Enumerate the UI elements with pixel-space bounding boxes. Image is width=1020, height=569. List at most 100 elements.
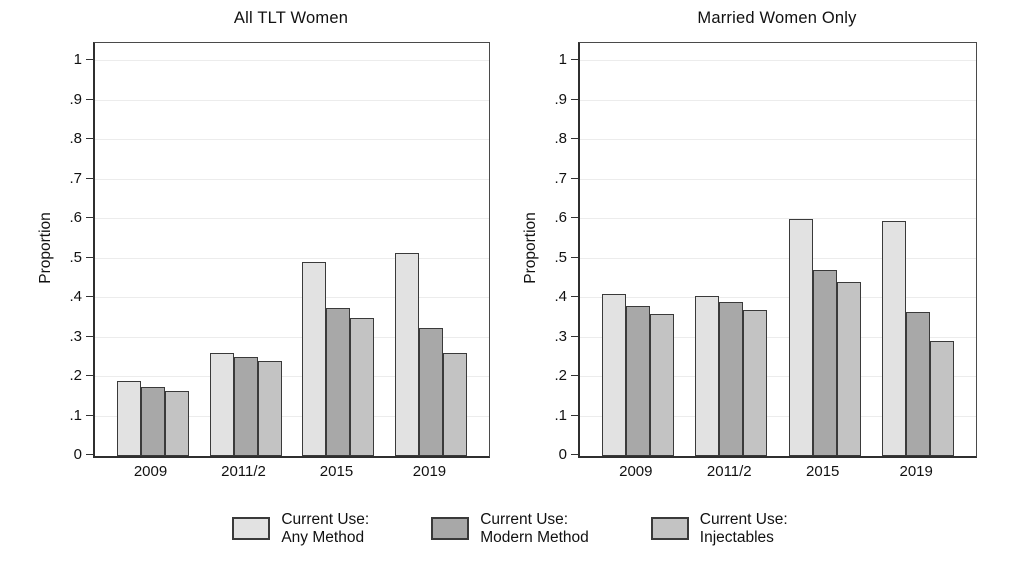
y-axis-tick-label: .5 <box>69 248 82 266</box>
gridline <box>95 178 489 180</box>
bar-modern-method <box>326 307 351 456</box>
bar-injectables <box>443 353 468 456</box>
gridline <box>580 60 976 61</box>
x-axis-tick-label: 2009 <box>133 463 168 480</box>
gridline <box>580 218 976 219</box>
y-axis-tick-label: .8 <box>69 130 82 147</box>
bar-any-method <box>395 252 420 456</box>
bar-any-method <box>302 262 327 456</box>
x-axis-tick-label: 2015 <box>319 463 354 480</box>
y-axis-tick-label: .9 <box>69 90 82 108</box>
y-axis-tick-label: .7 <box>69 169 82 187</box>
gridline <box>95 376 489 377</box>
legend-swatch-any-method <box>232 517 271 540</box>
y-axis-tick-label: .7 <box>554 169 567 187</box>
gridline <box>95 218 489 219</box>
legend-label-modern-method: Current Use: Modern Method <box>480 511 589 546</box>
y-axis-tick <box>571 177 578 179</box>
y-axis-tick <box>571 335 578 337</box>
gridline <box>95 139 489 140</box>
y-axis-tick <box>86 335 93 337</box>
y-axis-tick <box>571 138 578 139</box>
y-axis-tick <box>86 454 93 455</box>
plot-area-left <box>93 42 490 458</box>
y-axis-tick-label: .8 <box>554 130 567 147</box>
gridline <box>95 415 489 417</box>
x-axis-tick-label: 2011/2 <box>706 463 752 480</box>
gridline <box>580 257 976 259</box>
legend-label-injectables: Current Use: Injectables <box>699 511 788 546</box>
y-axis-tick-label: .3 <box>69 327 82 345</box>
bar-injectables <box>930 341 955 456</box>
gridline <box>580 297 976 298</box>
bar-any-method <box>882 220 907 456</box>
bar-modern-method <box>233 357 258 456</box>
gridline <box>95 336 489 338</box>
bar-injectables <box>350 317 375 456</box>
y-axis-tick <box>571 414 578 416</box>
bar-injectables <box>836 282 861 456</box>
x-axis-tick-label: 2019 <box>899 463 933 480</box>
gridline <box>580 99 976 101</box>
gridline <box>95 257 489 259</box>
y-axis-tick <box>571 454 578 455</box>
gridline <box>580 178 976 180</box>
y-axis-tick <box>571 256 578 258</box>
y-axis-tick-label: .6 <box>69 209 82 226</box>
bar-modern-method <box>419 327 444 456</box>
gridline <box>580 336 976 338</box>
gridline <box>580 139 976 140</box>
y-axis-tick <box>571 217 578 218</box>
bar-injectables <box>743 309 768 456</box>
bar-modern-method <box>719 301 744 456</box>
panel-title-left: All TLT Women <box>233 9 349 27</box>
y-axis-tick <box>86 138 93 139</box>
y-axis-tick <box>571 98 578 100</box>
bar-any-method <box>695 296 720 456</box>
x-axis-tick-label: 2019 <box>412 463 447 480</box>
bar-modern-method <box>140 386 165 456</box>
legend-item-any-method: Current Use: Any Method <box>232 511 369 546</box>
y-axis-tick <box>571 59 578 60</box>
y-axis-tick-label: .1 <box>69 406 82 424</box>
x-axis-tick-label: 2015 <box>806 463 840 480</box>
x-axis-tick-label: 2011/2 <box>221 463 266 480</box>
gridline <box>95 99 489 101</box>
gridline <box>580 376 976 377</box>
bar-injectables <box>649 313 674 456</box>
legend-swatch-modern-method <box>431 517 470 540</box>
bar-any-method <box>209 353 234 456</box>
y-axis-tick <box>86 296 93 297</box>
y-axis-tick-label: .1 <box>554 406 567 424</box>
y-axis-tick-label: .6 <box>554 209 567 226</box>
y-axis-tick <box>86 59 93 60</box>
y-axis-tick <box>571 296 578 297</box>
panel-title-right: Married Women Only <box>697 9 857 27</box>
y-axis-tick <box>86 217 93 218</box>
legend-item-modern-method: Current Use: Modern Method <box>431 511 589 546</box>
y-axis-tick-label: .4 <box>554 288 567 305</box>
bar-any-method <box>116 380 141 456</box>
legend-swatch-injectables <box>650 517 689 540</box>
legend-item-injectables: Current Use: Injectables <box>650 511 788 546</box>
y-axis-tick-label: .2 <box>69 367 82 384</box>
bar-modern-method <box>625 305 650 456</box>
plot-area-right <box>578 42 977 458</box>
bar-modern-method <box>812 270 837 456</box>
y-axis-tick-label: .2 <box>554 367 567 384</box>
y-axis-tick <box>86 177 93 179</box>
y-axis-tick-label: 0 <box>558 446 567 463</box>
legend: Current Use: Any Method Current Use: Mode… <box>0 511 1020 546</box>
bar-any-method <box>601 294 626 456</box>
y-axis-tick-label: 1 <box>558 51 567 68</box>
y-axis-tick <box>86 375 93 376</box>
gridline <box>95 60 489 61</box>
legend-label-any-method: Current Use: Any Method <box>281 511 370 546</box>
y-axis-tick <box>571 375 578 376</box>
y-axis-tick-label: .5 <box>554 248 567 266</box>
y-axis-tick-label: .4 <box>69 288 82 305</box>
y-axis-tick <box>86 256 93 258</box>
gridline <box>580 415 976 417</box>
y-axis-tick-label: .9 <box>554 90 567 108</box>
